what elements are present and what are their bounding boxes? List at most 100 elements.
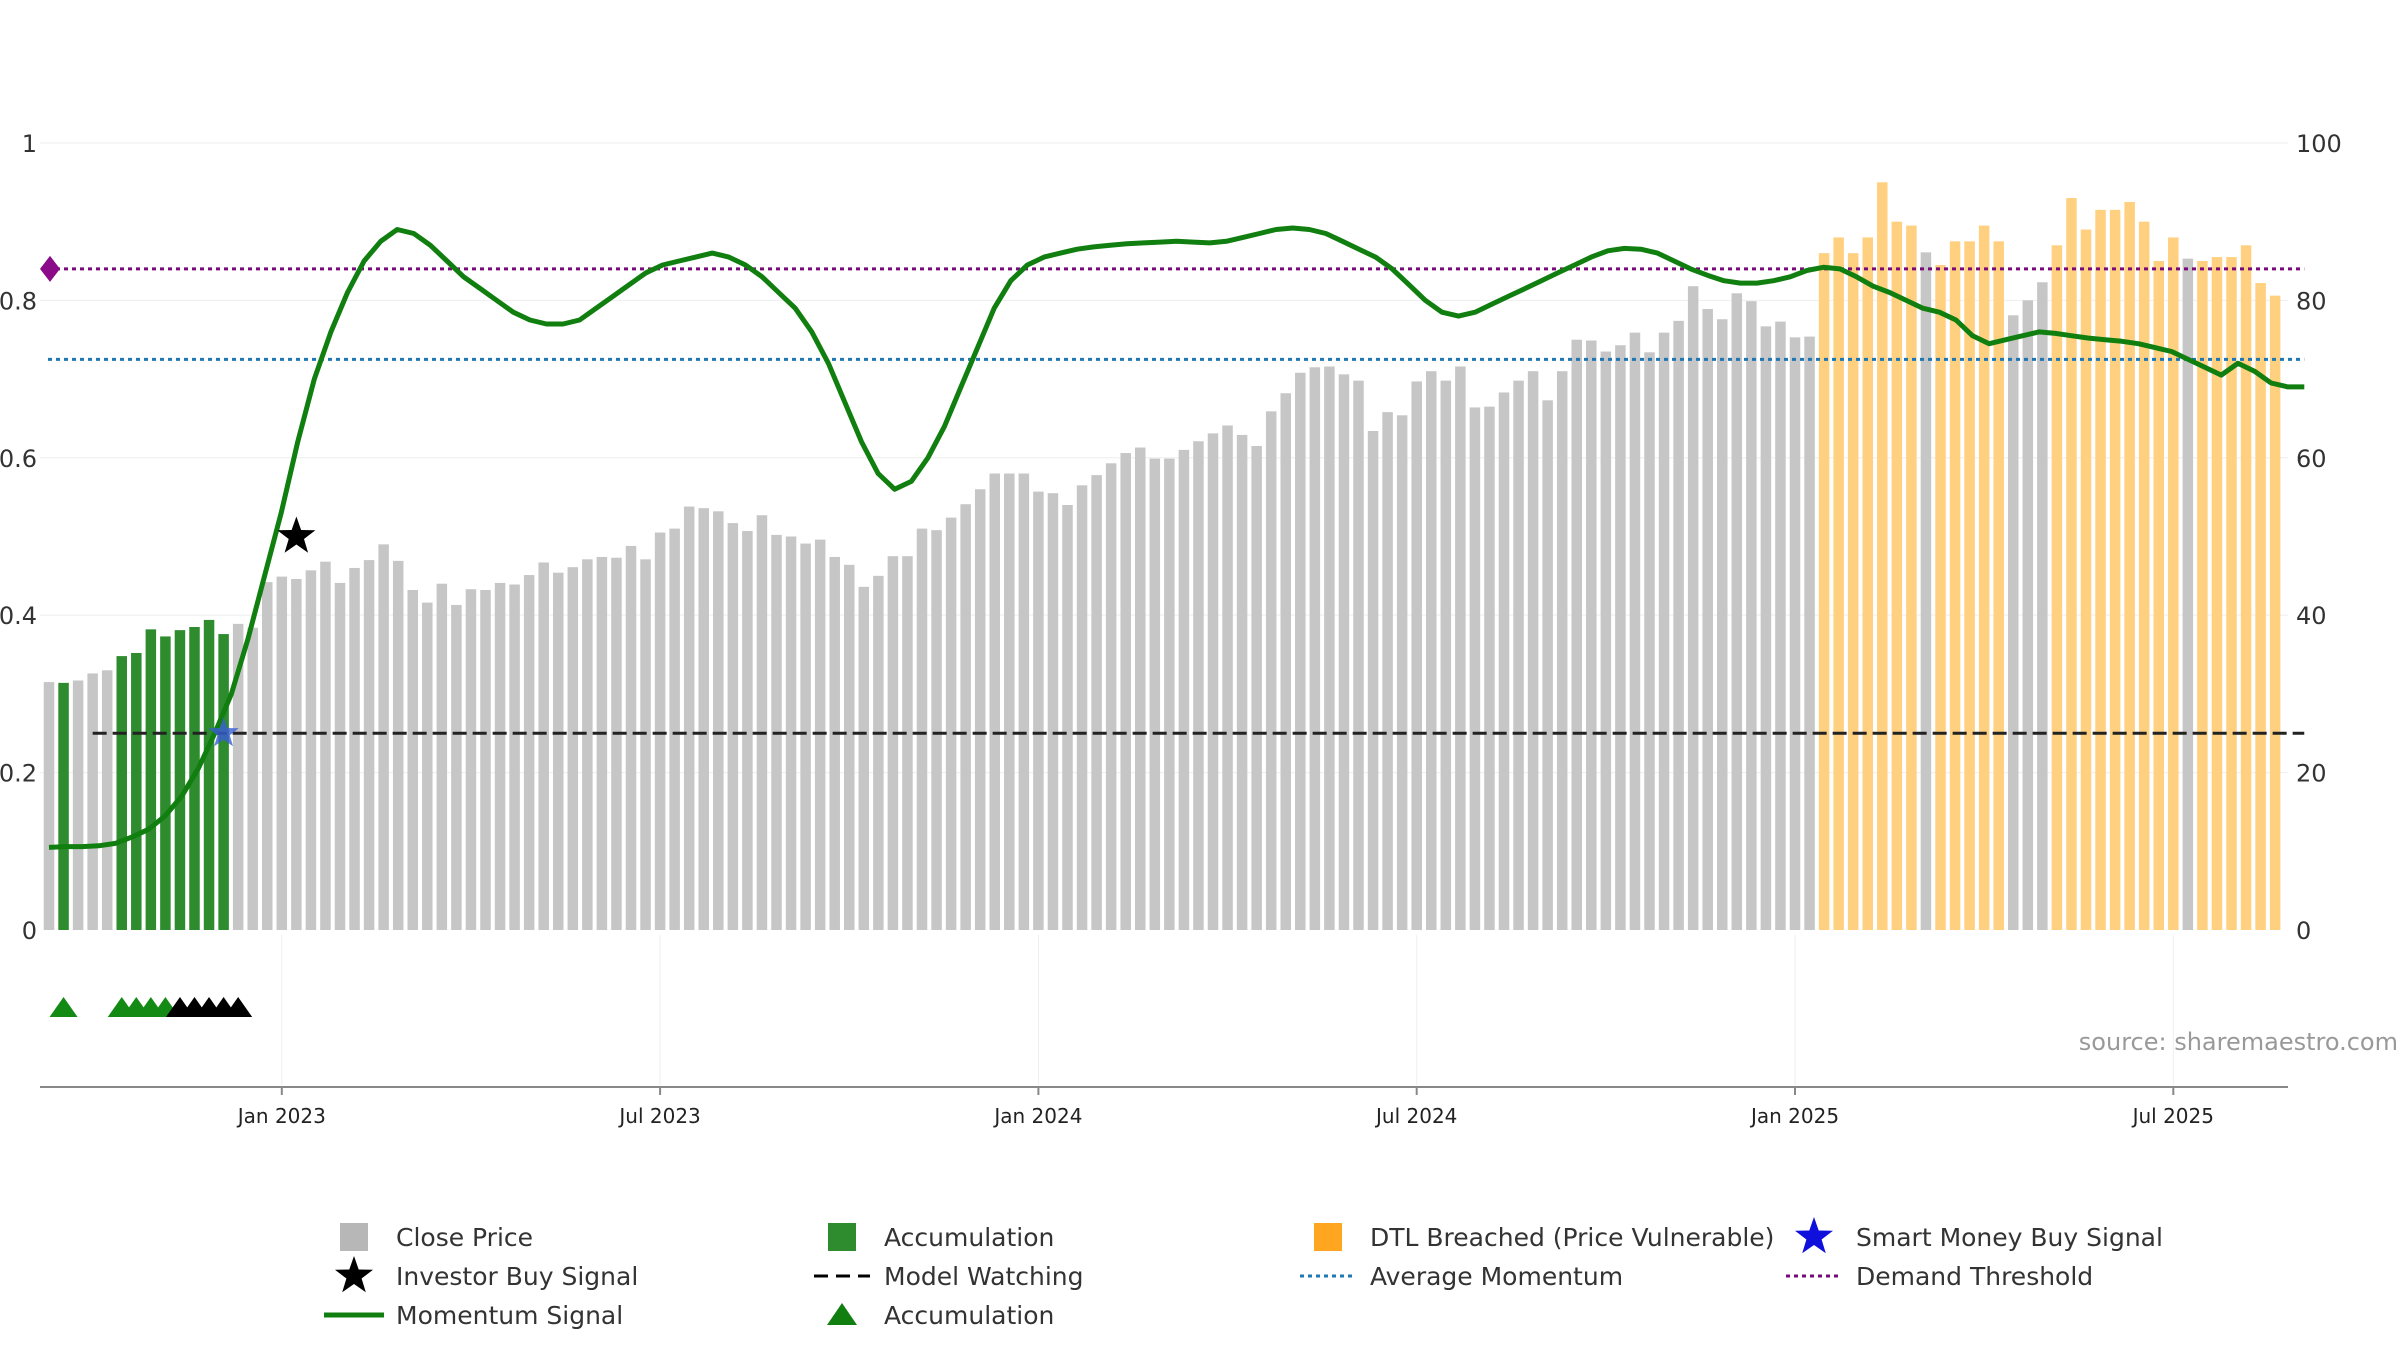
dtl-breached-bar (2109, 209, 2121, 931)
close-price-bar (1105, 463, 1117, 930)
close-price-bar (567, 567, 579, 930)
legend-label: Model Watching (884, 1262, 1084, 1291)
close-price-bar (1644, 352, 1655, 930)
legend-label: Smart Money Buy Signal (1856, 1223, 2163, 1252)
dtl-breached-bar (1877, 182, 1888, 930)
axes: 0 0.2 0.4 0.6 0.8 1 0 20 40 60 80 100 Jan 2023 Jul 20… (0, 130, 2342, 1128)
close-price-bar (713, 511, 724, 930)
y-left-tick-label: 0 (22, 917, 37, 945)
close-price-bar (1542, 400, 1553, 930)
close-price-bar (596, 556, 608, 930)
close-price-bar (101, 670, 113, 930)
close-price-bar (1586, 340, 1597, 930)
close-price-bar (1731, 293, 1743, 930)
close-price-bar (1513, 380, 1524, 930)
close-price-bar (349, 567, 360, 930)
close-price-bar (538, 562, 549, 930)
close-price-bar (814, 539, 826, 930)
dtl-breached-bar (2051, 245, 2063, 930)
close-price-bar (858, 586, 870, 930)
dtl-breached-bar (2153, 261, 2164, 930)
legend-label: Momentum Signal (396, 1301, 623, 1330)
dtl-breached-bar (1949, 241, 1961, 930)
close-price-bar (1498, 392, 1510, 930)
legend-label: Average Momentum (1370, 1262, 1623, 1291)
close-price-bar (1426, 371, 1437, 930)
close-price-bar (945, 517, 957, 930)
y-right-tick-label: 0 (2296, 917, 2311, 945)
close-price-bar (1295, 372, 1306, 930)
x-tick-label: Jan 2024 (992, 1104, 1082, 1128)
close-price-bar (72, 680, 84, 930)
reference-lines (40, 255, 2305, 735)
demand-threshold-marker (40, 255, 60, 282)
legend-label: DTL Breached (Price Vulnerable) (1370, 1223, 1774, 1252)
close-price-bar (1193, 441, 1204, 930)
close-price-bar (276, 576, 288, 930)
legend-label: Accumulation (884, 1301, 1054, 1330)
dtl-breached-bar (2124, 201, 2135, 931)
close-price-bar (1920, 252, 1932, 931)
close-price-bar (1207, 433, 1219, 930)
close-price-bar (1149, 458, 1161, 930)
close-price-bar (1353, 380, 1364, 930)
legend-label: Accumulation (884, 1223, 1054, 1252)
close-price-bar (1658, 332, 1670, 930)
x-tick-label: Jan 2023 (236, 1104, 326, 1128)
close-price-bar (392, 560, 404, 930)
close-price-bar (1222, 425, 1233, 930)
y-left-tick-label: 0.8 (0, 287, 37, 315)
close-price-bar (232, 623, 244, 930)
close-price-bar (1775, 321, 1786, 930)
close-price-bar (1367, 431, 1379, 930)
close-price-bar (1440, 380, 1452, 930)
close-price-bar (1469, 407, 1481, 930)
y-left-tick-label: 0.4 (0, 602, 37, 630)
close-price-bar (1600, 351, 1612, 930)
close-price-bar (1338, 374, 1350, 931)
y-left-tick-label: 0.2 (0, 760, 37, 788)
legend-swatch-square (828, 1223, 856, 1251)
close-price-bar (1804, 336, 1815, 930)
close-price-bar (1062, 505, 1073, 930)
close-price-bar (1527, 371, 1539, 930)
close-price-bar (800, 543, 811, 930)
close-price-bar (625, 545, 637, 930)
close-price-bar (1309, 367, 1321, 930)
dtl-breached-bar (1833, 237, 1844, 930)
close-price-bar (1382, 412, 1393, 930)
dtl-breached-bar (1818, 253, 1830, 931)
close-price-bar (1396, 415, 1408, 930)
y-right-tick-label: 40 (2296, 602, 2327, 630)
close-price-bar (1047, 493, 1059, 930)
dtl-breached-bar (2168, 237, 2179, 930)
close-price-bar (916, 528, 928, 930)
close-price-bar (2022, 300, 2034, 930)
dtl-breached-bar (1891, 221, 1903, 930)
close-price-bar (1236, 434, 1248, 930)
close-price-bar (902, 556, 913, 930)
close-price-bar (1135, 447, 1146, 930)
y-right-tick-label: 60 (2296, 445, 2327, 473)
close-price-bar (844, 564, 855, 930)
close-price-bar (247, 627, 258, 930)
source-label: source: sharemaestro.com (2079, 1028, 2398, 1056)
close-price-bar (262, 582, 273, 930)
y-right-tick-label: 100 (2296, 130, 2342, 158)
legend-swatch-star (335, 1256, 373, 1293)
close-price-bar (509, 584, 520, 930)
dtl-breached-bar (1906, 225, 1917, 930)
y-left-tick-label: 0.6 (0, 445, 37, 473)
close-price-bar (378, 544, 389, 930)
close-price-bar (1615, 345, 1626, 931)
close-price-bar (742, 530, 753, 930)
y-right-tick-label: 20 (2296, 760, 2327, 788)
dtl-breached-bar (1993, 241, 2004, 930)
close-price-bar (422, 602, 433, 930)
close-price-bar (669, 528, 680, 930)
close-price-bar (931, 530, 942, 930)
close-price-bar (974, 489, 986, 930)
close-price-bar (1571, 339, 1582, 930)
accumulation-bar (116, 656, 127, 930)
close-price-bar (1687, 286, 1699, 930)
